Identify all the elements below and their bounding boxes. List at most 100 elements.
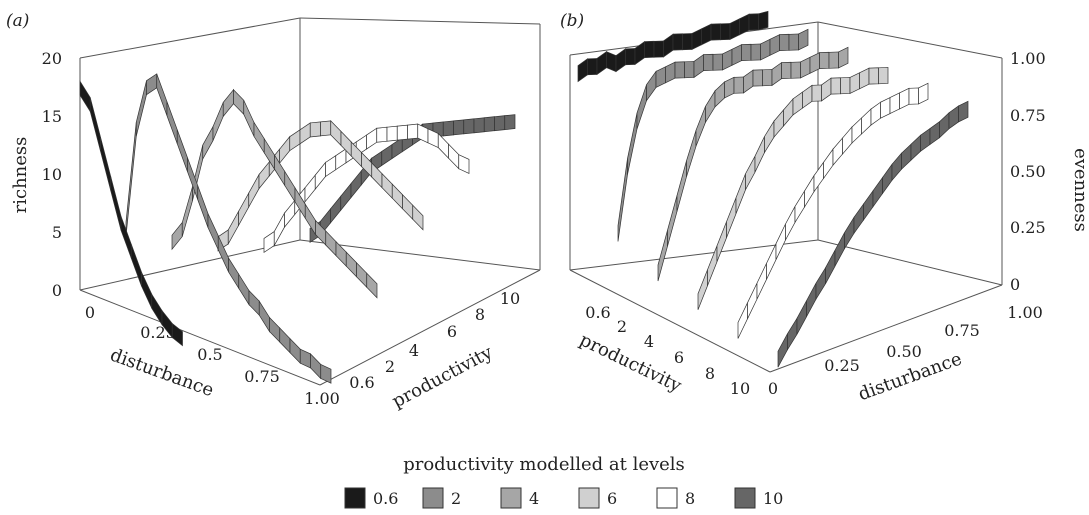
ribbon-segment [948, 105, 959, 130]
ribbon-segment [330, 119, 342, 147]
ribbon-segment [289, 129, 301, 152]
ribbon-segment [304, 174, 316, 203]
ribbon-segment [806, 283, 817, 317]
panel-a-y-ticks: 0.6 2 4 6 8 10 [349, 289, 520, 392]
legend-title: productivity modelled at levels [403, 454, 685, 475]
ribbon-segment [781, 61, 792, 80]
legend-swatch [734, 487, 756, 509]
ribbon-segment [253, 121, 265, 154]
ribbon-segment [838, 46, 849, 69]
ribbon-segment [754, 136, 765, 173]
ribbon-segment [657, 230, 668, 282]
ribbon-segment [176, 129, 188, 172]
z-tick: 20 [42, 49, 62, 68]
ribbon-segment [773, 109, 784, 139]
y-tick: 6 [674, 348, 684, 367]
ribbon-segment [777, 333, 788, 368]
ribbon-segment [811, 84, 822, 102]
ribbon-segment [707, 245, 718, 286]
legend-item: 4 [500, 487, 539, 509]
ribbon-segment [674, 61, 685, 79]
ribbon-segment [834, 232, 845, 267]
ribbon-segment [830, 77, 841, 95]
x-tick: 0.50 [886, 342, 922, 361]
z-tick: 0.25 [1010, 218, 1046, 237]
series-4-ribbon [171, 88, 378, 299]
ribbon-segment [248, 289, 260, 317]
legend-swatch [578, 487, 600, 509]
ribbon-segment [330, 195, 342, 224]
ribbon-segment [483, 116, 495, 133]
z-tick: 1.00 [1010, 49, 1046, 68]
ribbon-segment [345, 251, 357, 278]
ribbon-segment [731, 44, 742, 66]
legend-label: 8 [685, 489, 695, 508]
panel-a-z-ticks: 20 15 10 5 0 [42, 49, 62, 300]
z-tick: 0.50 [1010, 162, 1046, 181]
panel-b-y-ticks: 0.6 2 4 6 8 10 [585, 303, 750, 398]
legend: productivity modelled at levels 0.6 2 4 6 8 1… [344, 454, 783, 509]
ribbon-segment [682, 33, 693, 51]
ribbon-segment [504, 114, 516, 131]
ribbon-segment [335, 148, 347, 171]
ribbon-segment [794, 189, 805, 224]
ribbon-segment [227, 210, 239, 246]
ribbon-segment [766, 243, 777, 280]
y-tick: 2 [617, 317, 627, 336]
ribbon-segment [310, 353, 322, 380]
x-tick: 1.00 [1007, 303, 1043, 322]
ribbon-segment [733, 76, 744, 94]
ribbon-segment [212, 102, 224, 141]
ribbon-segment [644, 40, 655, 59]
ribbon-segment [790, 61, 801, 79]
panel-b: (b) 1.00 0.75 0.50 0.25 0 evenness 0.6 2… [560, 10, 1089, 405]
ribbon-segment [720, 23, 731, 41]
ribbon-segment [166, 101, 178, 144]
ribbon-segment [442, 120, 454, 137]
ribbon-segment [762, 69, 773, 87]
panel-b-x-ticks: 0 0.25 0.50 0.75 1.00 [768, 303, 1043, 398]
ribbon-segment [299, 348, 311, 369]
ribbon-segment [819, 51, 830, 70]
ribbon-segment [625, 48, 636, 66]
ribbon-segment [402, 193, 414, 221]
legend-label: 0.6 [373, 489, 398, 508]
ribbon-segment [238, 273, 250, 306]
series-10-ribbon [777, 100, 969, 368]
x-tick: 0.25 [824, 356, 860, 375]
ribbon-segment [233, 88, 245, 116]
ribbon-segment [135, 80, 147, 137]
ribbon-segment [787, 317, 798, 351]
ribbon-segment [823, 148, 834, 180]
series-4-ribbon [657, 46, 849, 282]
ribbon-segment [141, 271, 153, 309]
ribbon-segment [859, 67, 870, 90]
series-2-ribbon [617, 28, 809, 242]
ribbon-segment [284, 199, 296, 229]
ribbon-segment [279, 135, 291, 165]
ribbon-segment [764, 119, 775, 154]
ribbon-segment [891, 152, 902, 182]
ribbon-segment [798, 28, 809, 51]
ribbon-segment [366, 127, 378, 150]
ribbon-segment [691, 28, 702, 51]
z-tick: 0 [52, 281, 62, 300]
ribbon-segment [228, 256, 240, 290]
ribbon-segment [314, 161, 326, 191]
ribbon-segment [396, 124, 408, 141]
ribbon-segment [750, 43, 761, 61]
ribbon-segment [813, 161, 824, 193]
ribbon-segment [918, 82, 929, 105]
ribbon-segment [878, 67, 889, 85]
legend-label: 4 [529, 489, 539, 508]
ribbon-segment [248, 173, 260, 209]
legend-item: 10 [734, 487, 783, 509]
ribbon-segment [279, 327, 291, 354]
ribbon-segment [769, 34, 780, 56]
y-tick: 4 [409, 341, 419, 360]
legend-label: 2 [451, 489, 461, 508]
legend-items: 0.6 2 4 6 8 10 [344, 487, 783, 509]
ribbon-segment [146, 73, 158, 96]
ribbon-segment [792, 91, 803, 116]
